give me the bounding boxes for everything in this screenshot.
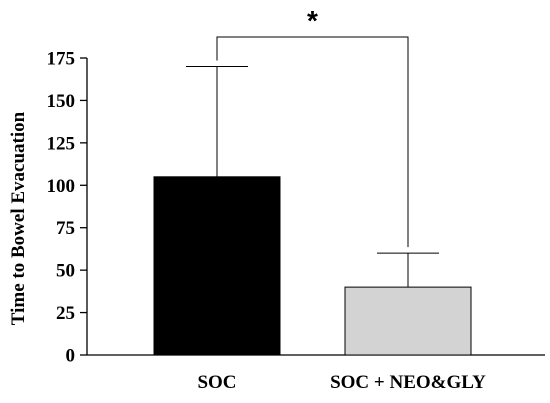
bar bbox=[344, 286, 472, 356]
error-bars-group bbox=[186, 65, 439, 288]
x-category-label: SOC bbox=[197, 372, 236, 393]
bar bbox=[153, 176, 281, 356]
y-tick-label: 100 bbox=[47, 176, 76, 197]
bars-group bbox=[153, 176, 472, 356]
significance-label: * bbox=[307, 5, 318, 36]
x-category-label: SOC + NEO&GLY bbox=[330, 372, 486, 393]
y-tick-label: 25 bbox=[56, 303, 75, 324]
y-axis-title: Time to Bowel Evacuation bbox=[8, 111, 29, 325]
y-tick-label: 75 bbox=[56, 218, 75, 239]
y-tick-label: 175 bbox=[47, 49, 76, 70]
axes-group bbox=[80, 57, 545, 356]
significance-group bbox=[216, 36, 409, 248]
y-tick-label: 125 bbox=[47, 133, 76, 154]
y-tick-label: 50 bbox=[56, 261, 75, 282]
labels-group: 0 25 50 75 100 125 150 175 SOC SOC + NEO&GLY * Time… bbox=[8, 5, 486, 393]
y-tick-label: 0 bbox=[66, 346, 76, 367]
y-tick-label: 150 bbox=[47, 91, 76, 112]
significance-bracket bbox=[216, 36, 409, 248]
